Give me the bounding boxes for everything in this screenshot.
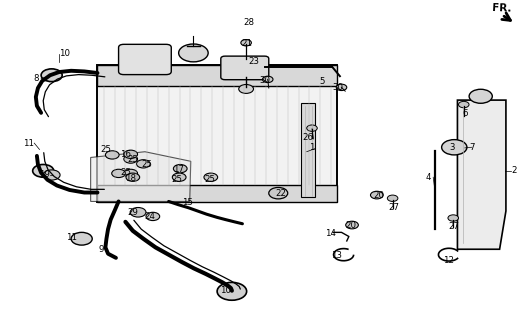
Text: 14: 14: [326, 229, 336, 238]
Text: 25: 25: [120, 168, 131, 177]
Text: 1: 1: [309, 143, 315, 152]
Text: 26: 26: [303, 133, 314, 142]
Text: 29: 29: [128, 208, 138, 217]
Circle shape: [126, 173, 140, 181]
Text: 11: 11: [24, 139, 34, 148]
Polygon shape: [301, 103, 315, 197]
Circle shape: [336, 84, 347, 91]
Text: 20: 20: [373, 191, 384, 200]
Circle shape: [448, 215, 458, 221]
Text: 25: 25: [171, 175, 182, 184]
Text: 10: 10: [59, 49, 70, 58]
Circle shape: [307, 125, 317, 131]
Text: FR.: FR.: [492, 3, 512, 13]
Circle shape: [71, 232, 92, 245]
Circle shape: [41, 69, 62, 82]
Circle shape: [204, 173, 218, 181]
Text: 27: 27: [389, 203, 399, 212]
Text: 25: 25: [204, 175, 215, 184]
Text: 24: 24: [145, 212, 155, 221]
Text: 15: 15: [182, 198, 192, 207]
FancyBboxPatch shape: [221, 56, 269, 80]
Text: 17: 17: [173, 165, 183, 174]
Text: 6: 6: [462, 109, 467, 118]
FancyBboxPatch shape: [119, 44, 171, 75]
Text: 8: 8: [33, 74, 38, 83]
Text: 25: 25: [141, 160, 152, 169]
Bar: [97, 65, 337, 86]
Text: 11: 11: [66, 233, 76, 242]
Text: 10: 10: [220, 286, 231, 295]
Circle shape: [179, 44, 208, 62]
Circle shape: [458, 101, 469, 108]
Circle shape: [124, 169, 138, 178]
Circle shape: [130, 207, 146, 217]
Circle shape: [469, 89, 492, 103]
Circle shape: [346, 221, 358, 229]
Text: 9: 9: [99, 245, 104, 254]
Text: 27: 27: [449, 222, 460, 231]
Text: 4: 4: [425, 173, 431, 182]
Text: 25: 25: [100, 145, 111, 154]
Text: 2: 2: [511, 166, 516, 175]
Text: 16: 16: [120, 150, 131, 159]
Circle shape: [146, 212, 160, 220]
Text: 13: 13: [331, 251, 341, 260]
Circle shape: [442, 140, 467, 155]
Circle shape: [262, 76, 273, 83]
Text: 12: 12: [444, 256, 454, 265]
Circle shape: [239, 84, 253, 93]
Text: 28: 28: [243, 19, 254, 28]
Circle shape: [387, 195, 398, 202]
Circle shape: [370, 191, 383, 199]
Circle shape: [241, 40, 251, 46]
Bar: [97, 185, 337, 202]
Text: 5: 5: [320, 77, 325, 86]
Circle shape: [173, 164, 187, 173]
Bar: [97, 65, 337, 202]
Text: 21: 21: [241, 39, 252, 48]
Circle shape: [105, 151, 119, 159]
Circle shape: [43, 170, 60, 180]
Circle shape: [217, 282, 247, 300]
Text: 25: 25: [128, 155, 138, 164]
Text: 18: 18: [125, 174, 136, 183]
Text: 23: 23: [249, 57, 259, 66]
Circle shape: [124, 150, 138, 158]
Text: 7: 7: [469, 143, 474, 152]
Text: 19: 19: [40, 171, 50, 180]
Circle shape: [124, 155, 138, 163]
Text: 20: 20: [345, 220, 356, 229]
Polygon shape: [91, 152, 191, 202]
Text: 22: 22: [275, 189, 286, 198]
Text: 3: 3: [450, 143, 455, 152]
Circle shape: [136, 160, 150, 168]
Polygon shape: [457, 100, 506, 249]
Circle shape: [269, 188, 288, 199]
Text: 30: 30: [333, 84, 344, 92]
Circle shape: [33, 164, 54, 177]
Text: 30: 30: [259, 76, 270, 85]
Circle shape: [172, 173, 186, 181]
Circle shape: [112, 169, 125, 178]
